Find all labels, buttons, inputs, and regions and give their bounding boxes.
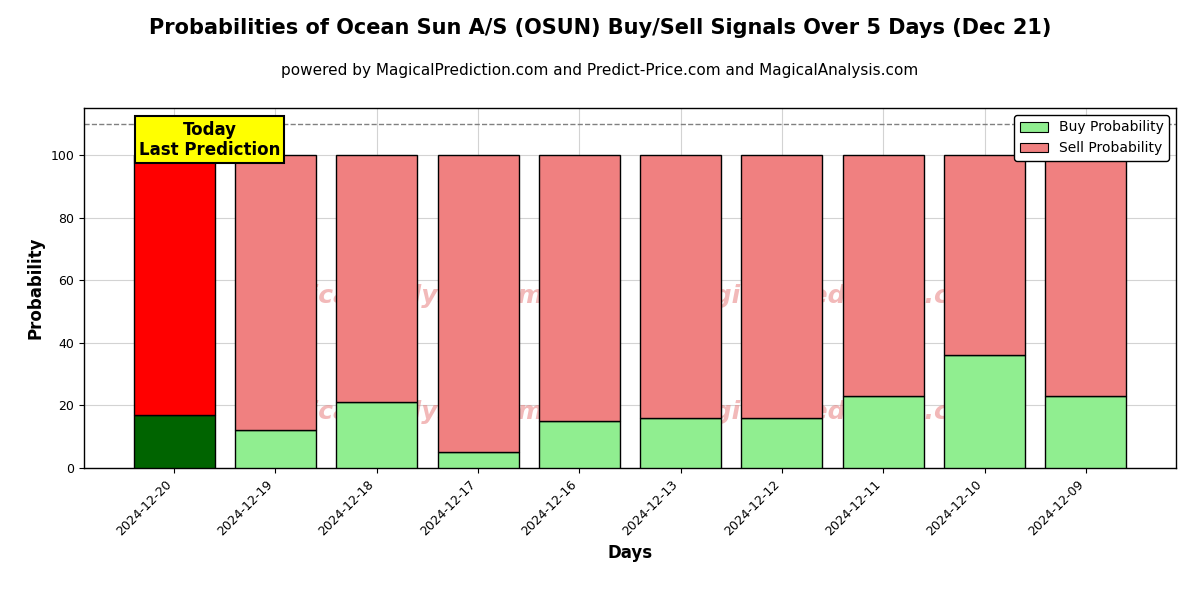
Bar — [133, 155, 215, 415]
Text: powered by MagicalPrediction.com and Predict-Price.com and MagicalAnalysis.com: powered by MagicalPrediction.com and Pre… — [281, 63, 919, 78]
Bar — [742, 155, 822, 418]
Text: MagicalPrediction.com: MagicalPrediction.com — [672, 400, 992, 424]
Text: MagicalAnalysis.com: MagicalAnalysis.com — [251, 284, 544, 308]
Bar — [539, 421, 620, 468]
Bar — [438, 452, 518, 468]
Bar — [1045, 155, 1127, 396]
Bar — [842, 155, 924, 396]
Bar — [640, 155, 721, 418]
Bar — [235, 155, 316, 430]
Bar — [640, 418, 721, 468]
Text: Today
Last Prediction: Today Last Prediction — [139, 121, 281, 160]
Bar — [336, 402, 418, 468]
Bar — [133, 415, 215, 468]
X-axis label: Days: Days — [607, 544, 653, 562]
Bar — [539, 155, 620, 421]
Bar — [336, 155, 418, 402]
Bar — [944, 355, 1025, 468]
Bar — [944, 155, 1025, 355]
Y-axis label: Probability: Probability — [26, 237, 44, 339]
Text: MagicalPrediction.com: MagicalPrediction.com — [672, 284, 992, 308]
Bar — [235, 430, 316, 468]
Bar — [1045, 396, 1127, 468]
Bar — [438, 155, 518, 452]
Text: MagicalAnalysis.com: MagicalAnalysis.com — [251, 400, 544, 424]
Legend: Buy Probability, Sell Probability: Buy Probability, Sell Probability — [1014, 115, 1169, 161]
Bar — [742, 418, 822, 468]
Bar — [842, 396, 924, 468]
Text: Probabilities of Ocean Sun A/S (OSUN) Buy/Sell Signals Over 5 Days (Dec 21): Probabilities of Ocean Sun A/S (OSUN) Bu… — [149, 18, 1051, 38]
